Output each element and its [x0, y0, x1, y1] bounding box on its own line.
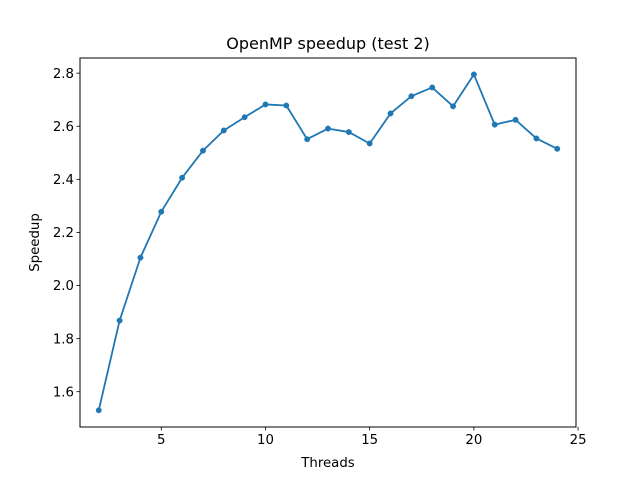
data-point — [512, 116, 519, 123]
data-point — [95, 407, 102, 414]
data-point — [408, 93, 415, 100]
y-tick-label: 2.6 — [53, 120, 74, 135]
y-tick-label: 2.2 — [53, 226, 74, 241]
data-point — [283, 102, 290, 109]
y-axis-label: Speedup — [28, 213, 43, 272]
data-point — [387, 110, 394, 117]
plot-area: 5 10 15 20 25 1.6 1.8 2.0 2.2 2.4 2.6 2.8 — [53, 67, 587, 448]
y-tick-label: 2.8 — [53, 67, 74, 82]
x-tick-label: 20 — [465, 433, 482, 448]
x-tick-label: 25 — [570, 433, 587, 448]
data-point — [470, 71, 477, 78]
data-point — [450, 103, 456, 110]
data-point — [241, 114, 248, 121]
data-point — [137, 254, 144, 261]
data-point — [366, 140, 373, 147]
y-tick-label: 1.8 — [53, 332, 74, 347]
x-tick-label: 10 — [257, 433, 274, 448]
data-point — [491, 121, 498, 128]
data-point — [179, 174, 186, 181]
data-point — [158, 208, 165, 215]
data-point — [533, 135, 540, 142]
data-point — [304, 136, 311, 143]
data-point — [429, 84, 436, 91]
y-tick-label: 2.4 — [53, 173, 74, 188]
data-point — [262, 101, 269, 108]
data-point — [325, 125, 331, 132]
data-point — [345, 129, 352, 136]
x-tick-label: 15 — [361, 433, 378, 448]
data-point — [116, 317, 123, 324]
x-axis-label: Threads — [300, 456, 354, 471]
x-tick-label: 5 — [157, 433, 165, 448]
y-tick-label: 2.0 — [53, 279, 74, 294]
chart-title: OpenMP speedup (test 2) — [226, 34, 429, 53]
data-point — [554, 145, 561, 152]
y-tick-label: 1.6 — [53, 385, 74, 400]
data-point — [200, 147, 206, 154]
axes-frame — [79, 57, 577, 428]
data-point — [220, 127, 227, 134]
